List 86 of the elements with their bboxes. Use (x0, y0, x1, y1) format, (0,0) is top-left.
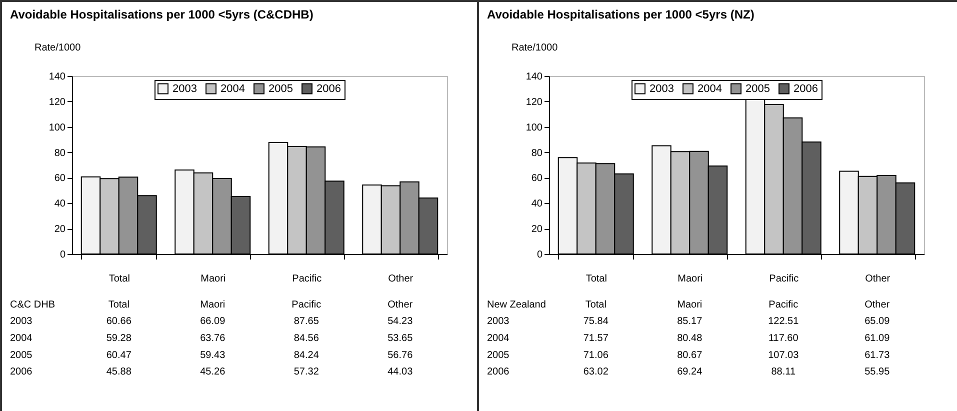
x-tick-label: Other (865, 274, 891, 284)
data-label: 88.11 (771, 366, 796, 378)
data-label: 44.03 (388, 366, 414, 378)
category-label: Maori (677, 299, 702, 310)
x-tick-label: Total (108, 274, 130, 284)
category-label: Total (585, 299, 606, 310)
category-label: Pacific (292, 299, 322, 310)
data-label: 66.09 (200, 316, 226, 328)
y-tick-label: 100 (526, 122, 543, 134)
y-tick-label: 100 (48, 122, 66, 134)
data-label: 57.32 (294, 366, 320, 378)
data-label: 59.43 (200, 350, 226, 361)
text: 2006 (487, 366, 510, 378)
text: 2004 (10, 333, 32, 344)
chart-title: Avoidable Hospitalisations per 1000 <5yrs (NZ) (487, 8, 754, 22)
data-label: 71.06 (583, 350, 609, 361)
category-label: Maori (200, 299, 226, 310)
legend-label: 2006 (794, 82, 818, 95)
data-label: 85.17 (677, 316, 703, 328)
x-tick-label: Pacific (769, 274, 799, 284)
y-tick-label: 20 (54, 224, 66, 236)
legend-label: 2006 (316, 82, 341, 95)
text: C&C DHB (10, 299, 56, 310)
text: 2006 (10, 366, 32, 378)
data-label: 75.84 (583, 316, 609, 328)
y-tick-label: 60 (54, 173, 66, 184)
data-label: 59.28 (106, 333, 132, 344)
text: New Zealand (487, 299, 546, 310)
y-axis-title: Rate/1000 (34, 42, 82, 54)
data-label: 117.60 (768, 333, 799, 344)
data-label: 61.09 (864, 333, 890, 344)
text: 2005 (487, 350, 510, 361)
data-label: 69.24 (677, 366, 703, 378)
data-label: 71.57 (583, 333, 609, 344)
data-label: 60.66 (106, 316, 132, 328)
data-label: 84.24 (294, 350, 320, 361)
data-label: 87.65 (294, 316, 320, 328)
data-label: 53.65 (388, 333, 414, 344)
data-label: 55.95 (864, 366, 890, 378)
y-tick-label: 0 (536, 250, 543, 260)
legend-label: 2003 (172, 82, 197, 95)
y-tick-label: 20 (531, 224, 543, 236)
y-tick-label: 140 (48, 72, 66, 82)
y-tick-label: 140 (526, 72, 543, 82)
x-tick-label: Other (388, 274, 414, 284)
data-label: 80.48 (677, 333, 703, 344)
data-label: 61.73 (864, 350, 890, 361)
text: 2003 (10, 316, 32, 328)
data-label: 63.02 (583, 366, 609, 378)
y-tick-label: 40 (54, 198, 66, 210)
category-label: Other (864, 299, 890, 310)
y-tick-label: 40 (531, 198, 543, 210)
text: 2003 (487, 316, 510, 328)
category-label: Pacific (768, 299, 798, 310)
legend-label: 2004 (220, 82, 245, 95)
category-label: Other (388, 299, 413, 310)
category-label: Total (108, 299, 130, 310)
legend-label: 2003 (650, 82, 674, 95)
text: 2004 (487, 333, 510, 344)
y-tick-label: 120 (48, 96, 66, 108)
data-label: 63.76 (200, 333, 226, 344)
chart-title: Avoidable Hospitalisations per 1000 <5yrs (C&CDHB) (10, 8, 314, 22)
data-label: 80.67 (677, 350, 703, 361)
x-tick-label: Pacific (292, 274, 322, 284)
data-label: 45.88 (106, 366, 132, 378)
x-tick-label: Total (586, 274, 607, 284)
legend-label: 2005 (746, 82, 770, 95)
y-tick-label: 120 (526, 96, 543, 108)
text: 2005 (10, 350, 32, 361)
y-axis-title: Rate/1000 (512, 42, 558, 54)
data-label: 107.03 (768, 350, 800, 361)
y-tick-label: 80 (54, 148, 66, 159)
data-label: 84.56 (294, 333, 320, 344)
data-label: 45.26 (200, 366, 226, 378)
y-tick-label: 0 (60, 250, 66, 260)
legend-label: 2005 (268, 82, 293, 95)
y-tick-label: 80 (531, 148, 543, 159)
x-tick-label: Maori (678, 274, 703, 284)
data-label: 122.51 (768, 316, 800, 328)
data-label: 56.76 (388, 350, 414, 361)
data-label: 65.09 (864, 316, 890, 328)
y-tick-label: 60 (531, 173, 543, 184)
x-tick-label: Maori (200, 274, 226, 284)
data-label: 54.23 (388, 316, 414, 328)
data-label: 60.47 (106, 350, 132, 361)
legend-label: 2004 (698, 82, 722, 95)
